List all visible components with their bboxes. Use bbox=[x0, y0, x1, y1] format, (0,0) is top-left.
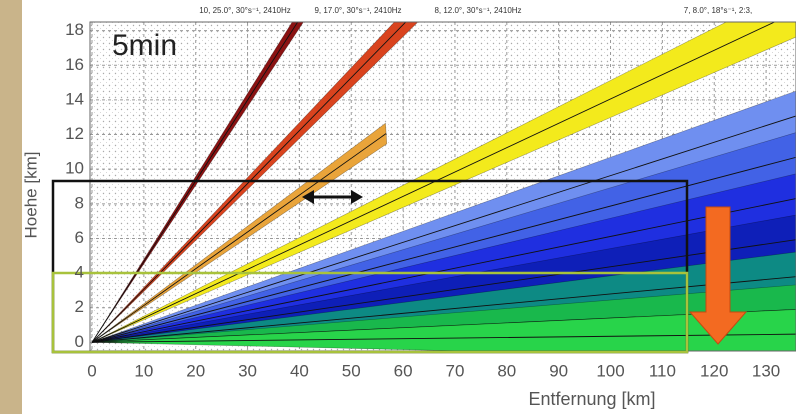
beam-label: 8, 12.0°, 30°s⁻¹, 2410Hz bbox=[434, 6, 521, 15]
y-tick-label: 6 bbox=[75, 228, 84, 247]
x-tick-label: 60 bbox=[394, 361, 413, 380]
y-tick-label: 2 bbox=[75, 297, 84, 316]
x-tick-label: 130 bbox=[752, 361, 780, 380]
y-tick-label: 18 bbox=[65, 20, 84, 39]
beam-label: 9, 17.0°, 30°s⁻¹, 2410Hz bbox=[314, 6, 401, 15]
chart: 5min Hoehe [km] Entfernung [km] 01020304… bbox=[0, 0, 796, 414]
x-axis-label: Entfernung [km] bbox=[528, 389, 655, 409]
x-tick-label: 50 bbox=[342, 361, 361, 380]
x-tick-label: 90 bbox=[549, 361, 568, 380]
beam-label: 10, 25.0°, 30°s⁻¹, 2410Hz bbox=[199, 6, 291, 15]
y-tick-label: 14 bbox=[65, 89, 84, 108]
x-tick-label: 70 bbox=[446, 361, 465, 380]
x-tick-label: 110 bbox=[649, 361, 676, 380]
y-tick-label: 4 bbox=[75, 263, 84, 282]
x-tick-label: 30 bbox=[238, 361, 257, 380]
background-strip bbox=[0, 0, 22, 414]
x-tick-label: 0 bbox=[87, 361, 96, 380]
y-tick-label: 8 bbox=[75, 193, 84, 212]
beam-label: 7, 8.0°, 18°s⁻¹, 2:3, bbox=[684, 6, 752, 15]
y-tick-label: 0 bbox=[75, 332, 84, 351]
y-axis-label: Hoehe [km] bbox=[21, 152, 40, 239]
x-tick-label: 10 bbox=[134, 361, 153, 380]
annotation: 5min bbox=[112, 29, 177, 62]
y-tick-label: 12 bbox=[65, 124, 84, 143]
x-tick-label: 100 bbox=[596, 361, 624, 380]
y-tick-label: 16 bbox=[65, 55, 84, 74]
y-tick-label: 10 bbox=[65, 159, 84, 178]
x-tick-label: 40 bbox=[290, 361, 309, 380]
x-tick-label: 120 bbox=[700, 361, 728, 380]
x-tick-label: 20 bbox=[186, 361, 205, 380]
x-tick-label: 80 bbox=[497, 361, 516, 380]
